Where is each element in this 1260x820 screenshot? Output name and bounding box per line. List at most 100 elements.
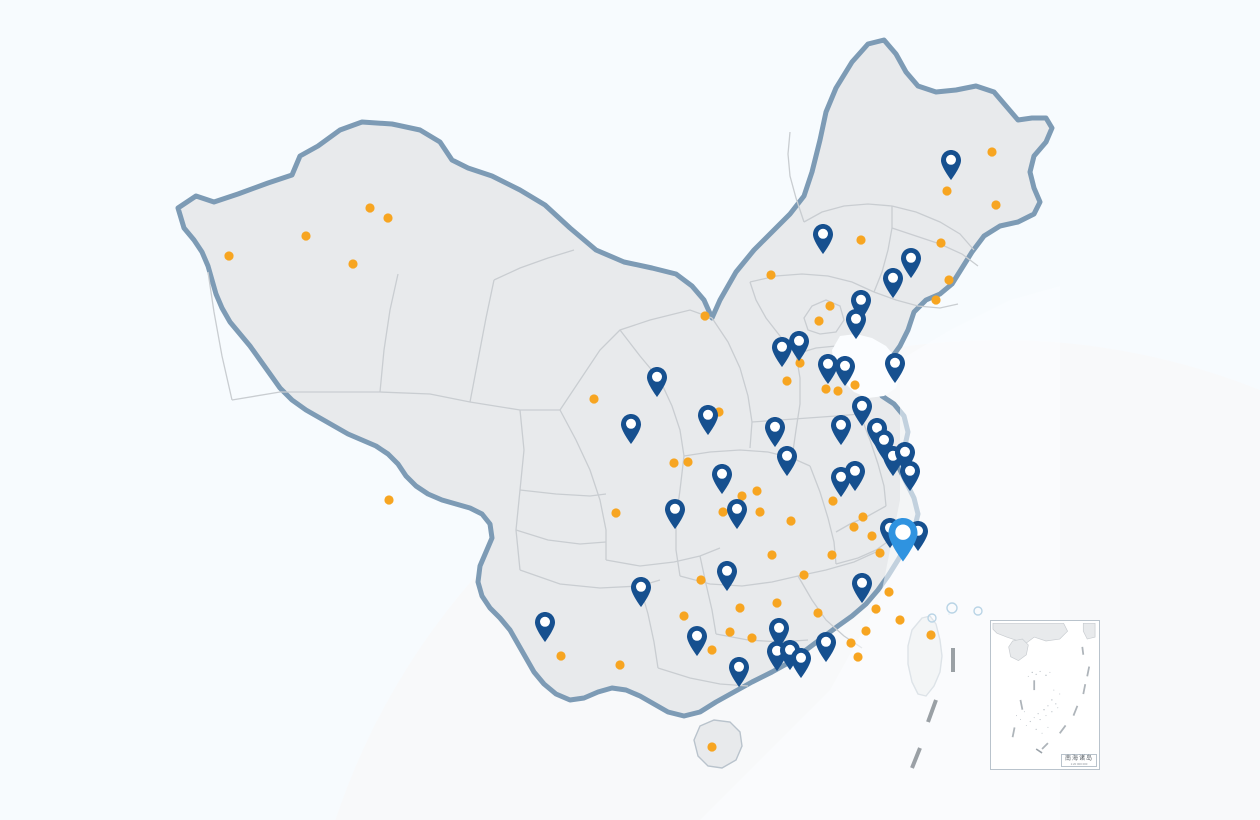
city-dot[interactable]	[752, 486, 762, 496]
city-dot[interactable]	[827, 550, 837, 560]
city-dot[interactable]	[365, 203, 375, 213]
city-dot[interactable]	[853, 652, 863, 662]
inset-label: 南海诸岛 1:20 000 000	[1060, 754, 1097, 767]
location-pin[interactable]	[647, 367, 667, 397]
location-pin[interactable]	[765, 417, 785, 447]
location-pin[interactable]	[717, 561, 737, 591]
city-dot[interactable]	[786, 516, 796, 526]
city-dot[interactable]	[348, 259, 358, 269]
location-pin[interactable]	[687, 626, 707, 656]
city-dot[interactable]	[850, 380, 860, 390]
location-pin[interactable]	[818, 354, 838, 384]
city-dot[interactable]	[725, 627, 735, 637]
location-pin[interactable]	[813, 224, 833, 254]
city-dot[interactable]	[683, 457, 693, 467]
location-pin[interactable]	[852, 573, 872, 603]
location-pin[interactable]	[789, 331, 809, 361]
city-dot[interactable]	[747, 633, 757, 643]
city-dot[interactable]	[875, 548, 885, 558]
city-dot[interactable]	[944, 275, 954, 285]
location-pin[interactable]	[631, 577, 651, 607]
city-dot[interactable]	[700, 311, 710, 321]
city-dot[interactable]	[856, 235, 866, 245]
pin-hole	[850, 465, 860, 476]
city-dot[interactable]	[679, 611, 689, 621]
city-dot[interactable]	[795, 358, 805, 368]
location-pin[interactable]	[727, 499, 747, 529]
pin-body	[621, 414, 641, 444]
location-pin[interactable]	[698, 405, 718, 435]
location-pin[interactable]	[791, 648, 811, 678]
location-pin[interactable]	[901, 248, 921, 278]
city-dot[interactable]	[556, 651, 566, 661]
city-dot[interactable]	[987, 147, 997, 157]
location-pin[interactable]	[846, 309, 866, 339]
pin-hole	[888, 272, 898, 283]
location-pin[interactable]	[835, 356, 855, 386]
city-dot[interactable]	[735, 603, 745, 613]
location-pin[interactable]	[816, 632, 836, 662]
location-pin[interactable]	[769, 618, 789, 648]
location-pin[interactable]	[665, 499, 685, 529]
pin-hole	[734, 661, 744, 672]
city-dot[interactable]	[737, 491, 747, 501]
selected-location-pin[interactable]	[888, 518, 918, 562]
location-pin[interactable]	[941, 150, 961, 180]
city-dot[interactable]	[589, 394, 599, 404]
city-dot[interactable]	[696, 575, 706, 585]
location-pin[interactable]	[831, 415, 851, 445]
city-dot[interactable]	[931, 295, 941, 305]
pin-hole	[692, 630, 702, 641]
location-pin[interactable]	[621, 414, 641, 444]
city-dot[interactable]	[772, 598, 782, 608]
city-dot[interactable]	[813, 608, 823, 618]
city-dot[interactable]	[861, 626, 871, 636]
city-dot[interactable]	[707, 742, 717, 752]
city-dot[interactable]	[755, 507, 765, 517]
city-dot[interactable]	[926, 630, 936, 640]
city-dot[interactable]	[828, 496, 838, 506]
city-dot[interactable]	[782, 376, 792, 386]
location-pin[interactable]	[535, 612, 555, 642]
city-dot[interactable]	[799, 570, 809, 580]
location-pin[interactable]	[852, 396, 872, 426]
city-dot[interactable]	[895, 615, 905, 625]
city-dot[interactable]	[814, 316, 824, 326]
city-dot[interactable]	[833, 386, 843, 396]
location-pin[interactable]	[772, 337, 792, 367]
city-dot[interactable]	[867, 531, 877, 541]
city-dot[interactable]	[611, 508, 621, 518]
city-dot[interactable]	[615, 660, 625, 670]
city-dot[interactable]	[766, 270, 776, 280]
city-dot[interactable]	[383, 213, 393, 223]
location-pin[interactable]	[885, 353, 905, 383]
city-dot[interactable]	[849, 522, 859, 532]
city-dot[interactable]	[224, 251, 234, 261]
city-dot[interactable]	[718, 507, 728, 517]
city-dot[interactable]	[858, 512, 868, 522]
city-dot[interactable]	[767, 550, 777, 560]
location-pin[interactable]	[777, 446, 797, 476]
city-dot[interactable]	[936, 238, 946, 248]
pin-hole	[895, 524, 911, 540]
city-dot[interactable]	[942, 186, 952, 196]
location-pin[interactable]	[883, 268, 903, 298]
city-dot[interactable]	[991, 200, 1001, 210]
location-pin[interactable]	[729, 657, 749, 687]
city-dot[interactable]	[821, 384, 831, 394]
location-pin[interactable]	[712, 464, 732, 494]
location-pin[interactable]	[900, 461, 920, 491]
city-dot[interactable]	[384, 495, 394, 505]
city-dot[interactable]	[707, 645, 717, 655]
city-dot[interactable]	[884, 587, 894, 597]
city-dot[interactable]	[846, 638, 856, 648]
city-dot[interactable]	[825, 301, 835, 311]
location-pin[interactable]	[845, 461, 865, 491]
inset-taiwan	[1082, 622, 1096, 640]
city-dot[interactable]	[669, 458, 679, 468]
city-dot[interactable]	[301, 231, 311, 241]
city-dot[interactable]	[871, 604, 881, 614]
